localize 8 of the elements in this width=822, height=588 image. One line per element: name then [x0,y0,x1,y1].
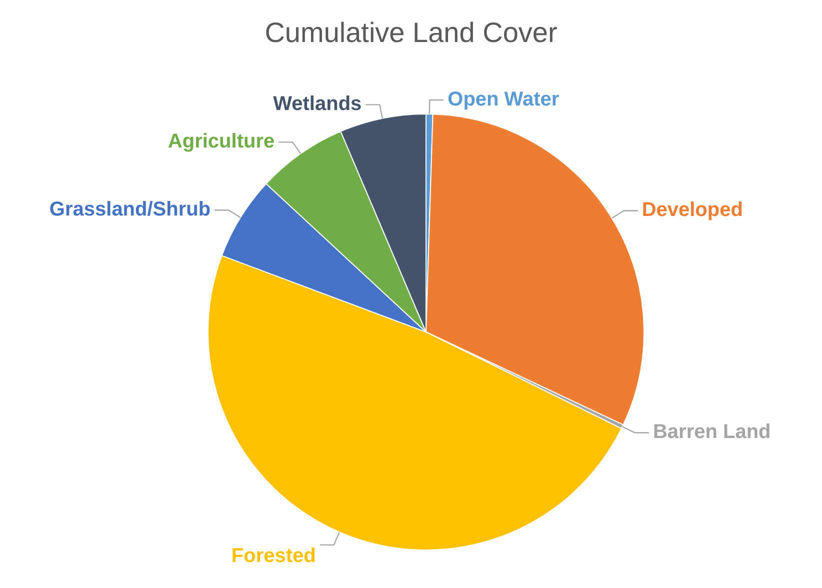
slice-label: Agriculture [168,130,275,152]
slice-label: Developed [642,199,743,222]
slice-label: Grassland/Shrub [49,198,211,220]
slice-label: Forested [231,545,316,568]
chart-title: Cumulative Land Cover [264,17,558,48]
slice-label: Wetlands [273,92,362,115]
slice-label: Barren Land [652,421,771,444]
slice-label: Open Water [448,88,560,110]
